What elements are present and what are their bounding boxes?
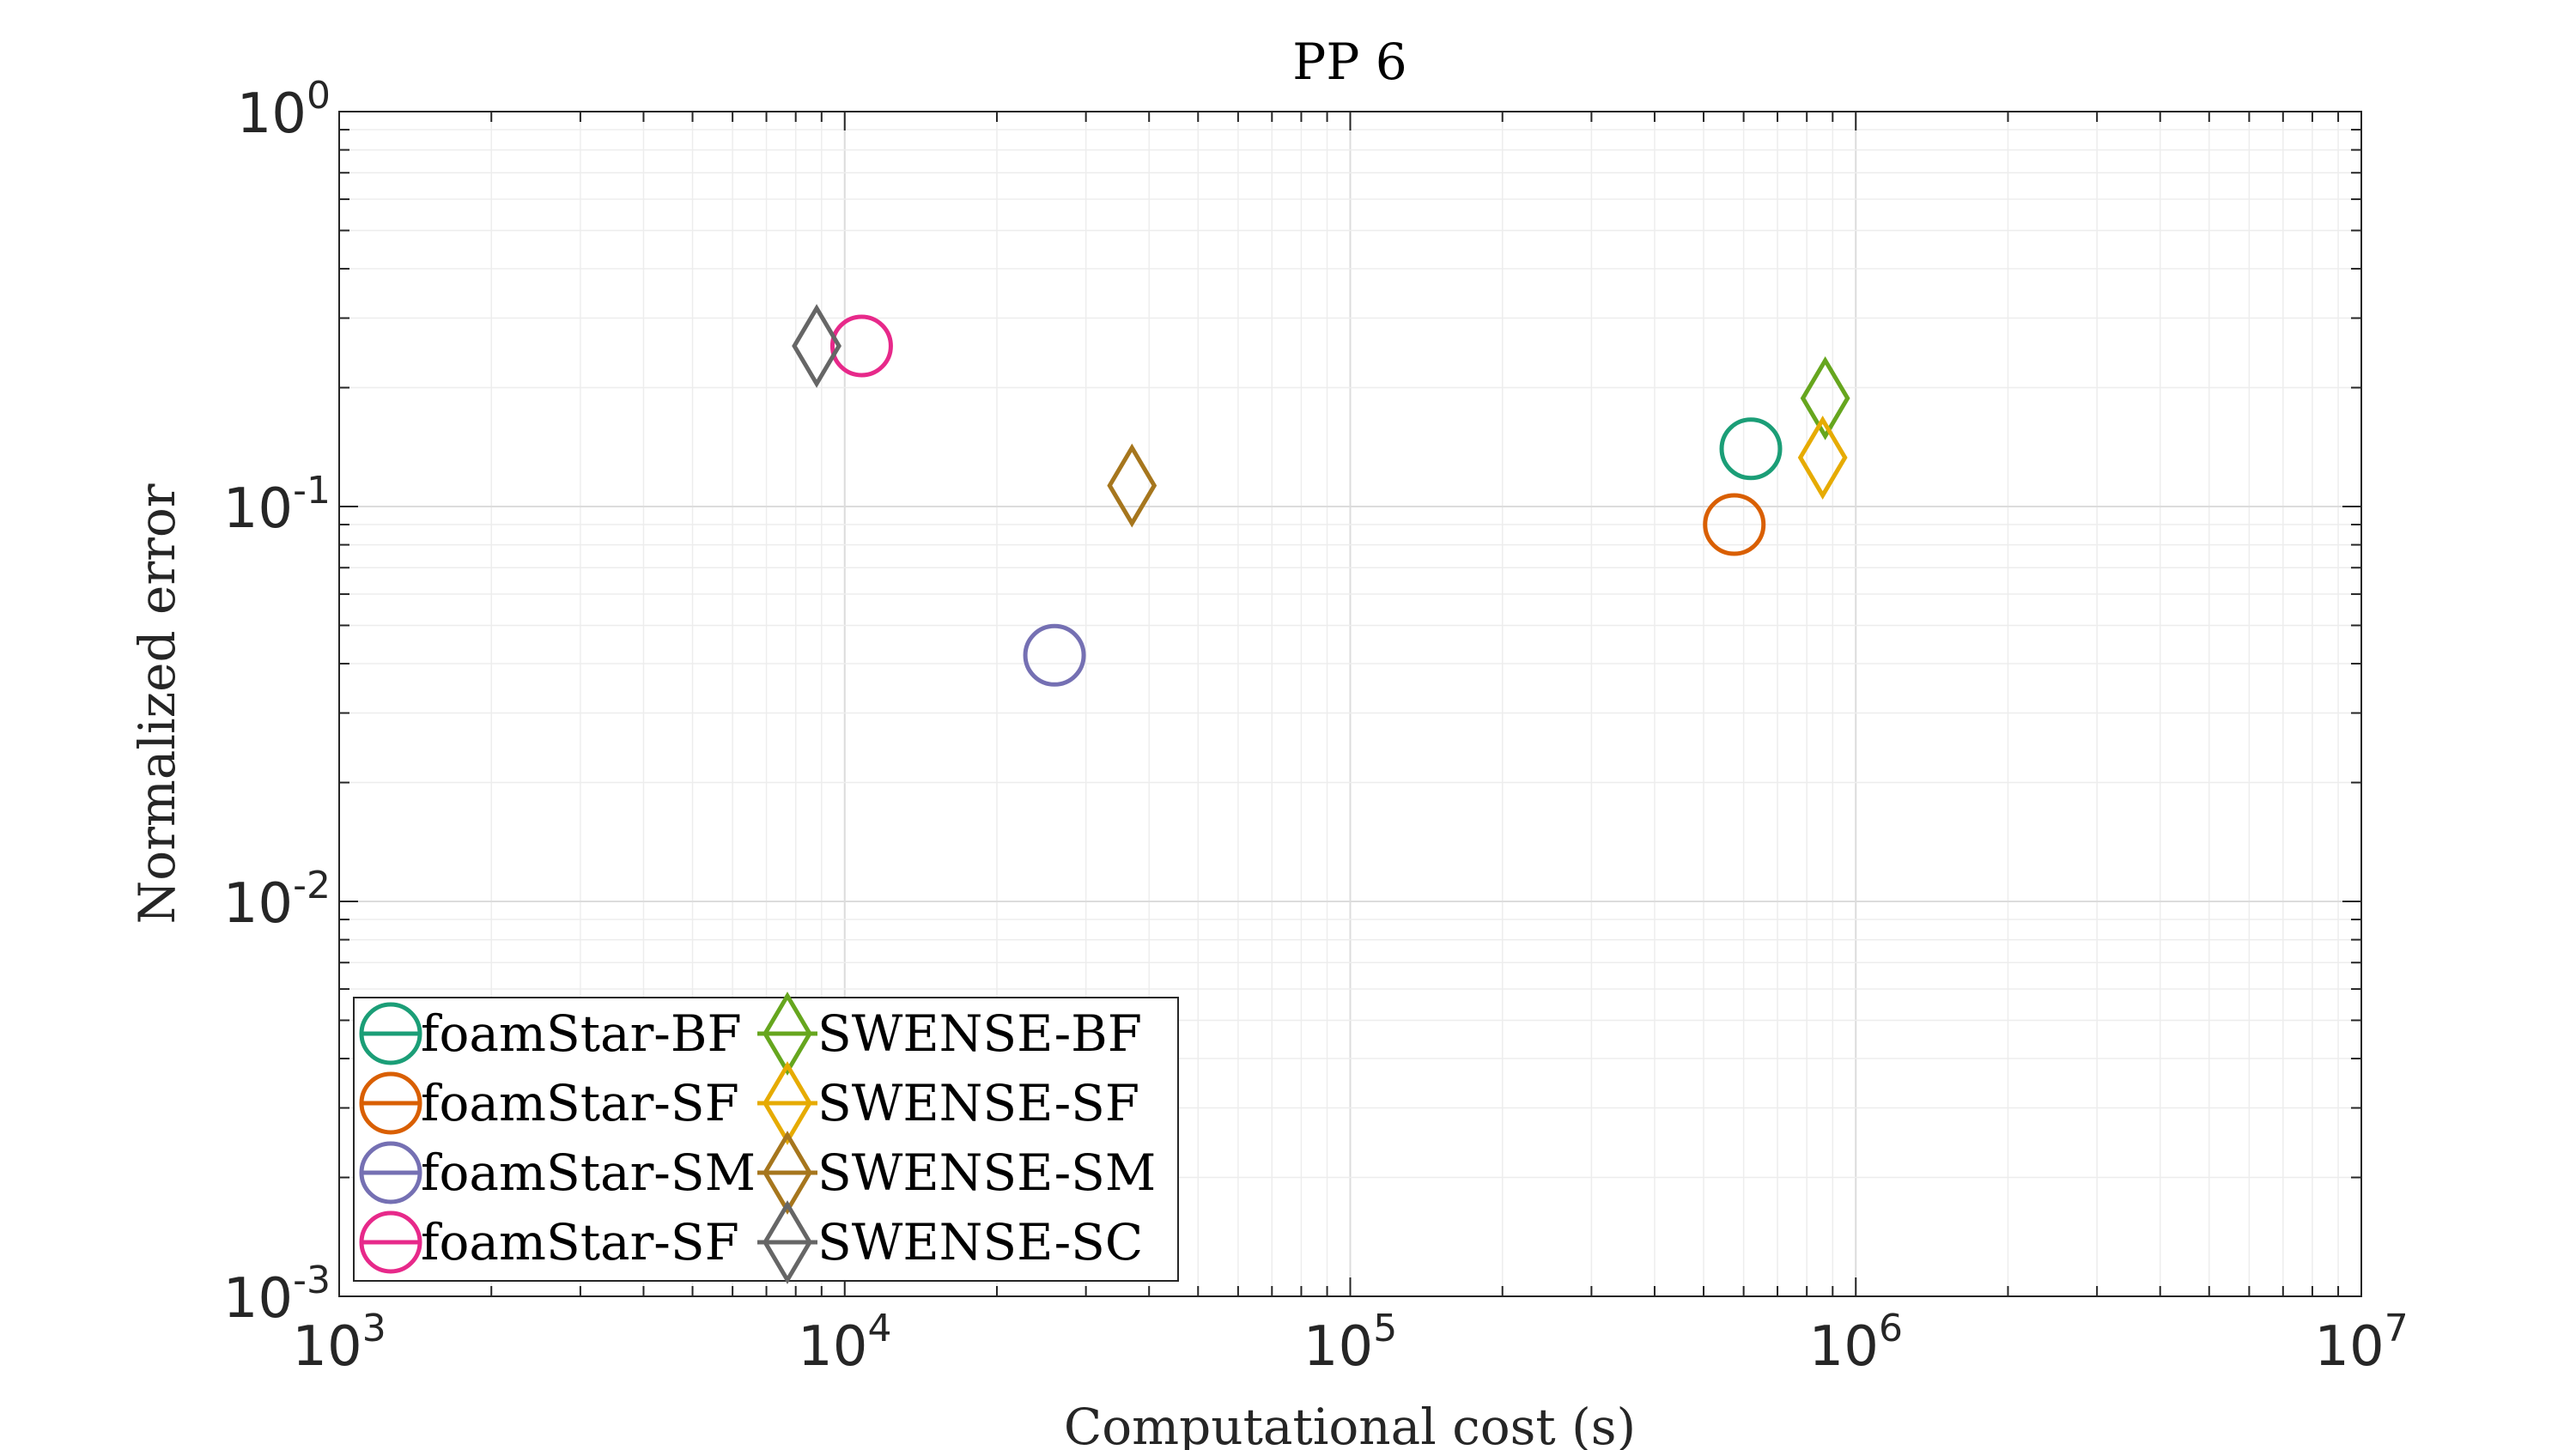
legend-marker-icon [359,1002,422,1065]
tick-base: 10 [237,82,307,146]
x-tick-label: 106 [1809,1307,1903,1379]
legend-label: SWENSE-SC [817,1213,1143,1271]
x-tick-labels: 103 104 105 106 107 [292,1307,2408,1379]
legend-label: foamStar-SF [421,1213,739,1271]
legend-label: SWENSE-SM [817,1144,1156,1202]
y-tick-label: 100 [237,74,331,146]
y-axis-label: Normalized error [128,483,186,924]
legend-marker-icon [762,1200,812,1284]
tick-marks [338,112,2361,1297]
circle-marker [1023,623,1086,687]
circle-marker [1703,493,1766,556]
y-tick-label: 10-2 [223,864,331,936]
tick-base: 10 [223,1267,293,1331]
y-tick-label: 10-1 [223,469,331,541]
y-tick-label: 10-3 [223,1259,331,1331]
legend-label: foamStar-SF [421,1074,739,1132]
x-tick-label: 107 [2314,1307,2408,1379]
circle-marker [1719,417,1783,481]
tick-base: 10 [223,477,293,541]
legend-item[interactable]: SWENSE-SC [757,1200,1143,1284]
x-tick-label: 105 [1303,1307,1397,1379]
legend-item[interactable]: SWENSE-BF [757,992,1142,1076]
tick-base: 10 [292,1315,361,1379]
legend-marker-icon [359,1071,422,1135]
tick-exponent: 6 [1879,1307,1903,1350]
tick-exponent: 0 [307,74,331,118]
legend-item[interactable]: SWENSE-SM [757,1131,1156,1215]
legend-marker-icon [359,1210,422,1274]
legend-label: SWENSE-BF [817,1004,1142,1063]
tick-exponent: -2 [293,864,331,907]
legend-label: foamStar-BF [421,1004,742,1063]
circle-marker [829,314,893,378]
tick-base: 10 [1303,1315,1373,1379]
x-axis-label: Computational cost (s) [1064,1398,1636,1450]
legend[interactable]: foamStar-BF foamStar-SF foamStar-SM foamSta… [353,992,1179,1284]
legend-item[interactable]: foamStar-SF [359,1210,739,1274]
legend-item[interactable]: foamStar-BF [359,1002,742,1065]
tick-exponent: 3 [362,1307,386,1350]
legend-marker-icon [762,1061,812,1145]
tick-exponent: 5 [1373,1307,1397,1350]
tick-exponent: -3 [293,1259,331,1302]
legend-marker-icon [762,992,812,1076]
legend-item[interactable]: foamStar-SM [359,1141,756,1204]
legend-item[interactable]: SWENSE-SF [757,1061,1139,1145]
tick-base: 10 [2314,1315,2384,1379]
diamond-marker [1107,443,1157,528]
legend-label: SWENSE-SF [817,1074,1139,1132]
tick-base: 10 [223,872,293,936]
diamond-marker [792,304,841,388]
legend-marker-icon [359,1141,422,1204]
diamond-marker [1800,355,1850,440]
legend-item[interactable]: foamStar-SF [359,1071,739,1135]
grid [339,112,2361,1296]
chart-title: PP 6 [1292,33,1406,91]
x-tick-label: 103 [292,1307,386,1379]
tick-exponent: 4 [867,1307,891,1350]
legend-marker-icon [762,1131,812,1215]
tick-base: 10 [1809,1315,1879,1379]
diamond-marker [1797,416,1848,500]
data-points [792,304,1850,687]
tick-exponent: -1 [293,469,331,513]
tick-exponent: 7 [2385,1307,2409,1350]
tick-base: 10 [798,1315,867,1379]
x-tick-label: 104 [798,1307,891,1379]
legend-box [353,997,1179,1282]
legend-label: foamStar-SM [421,1144,756,1202]
